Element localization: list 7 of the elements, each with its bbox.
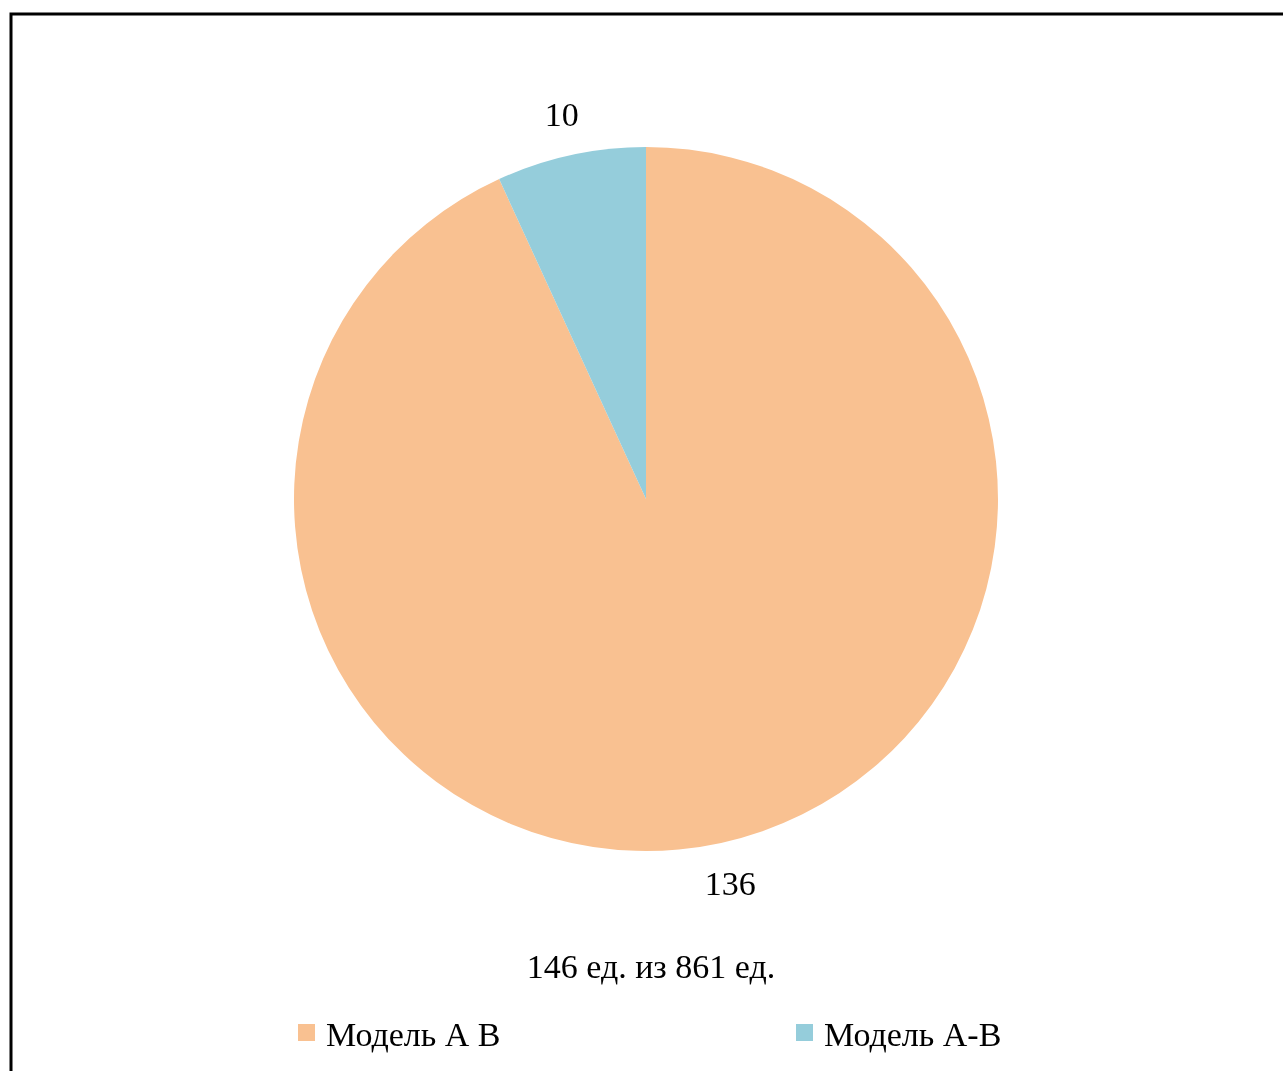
legend-label: Модель А В <box>326 1015 501 1053</box>
data-label: 136 <box>704 865 756 903</box>
data-label: 10 <box>544 95 579 133</box>
pie-slice <box>499 147 646 499</box>
text: 146 ед. из 861 ед. <box>526 947 776 985</box>
pie-slice <box>294 147 998 851</box>
legend-label: Модель А-В <box>824 1015 1002 1053</box>
